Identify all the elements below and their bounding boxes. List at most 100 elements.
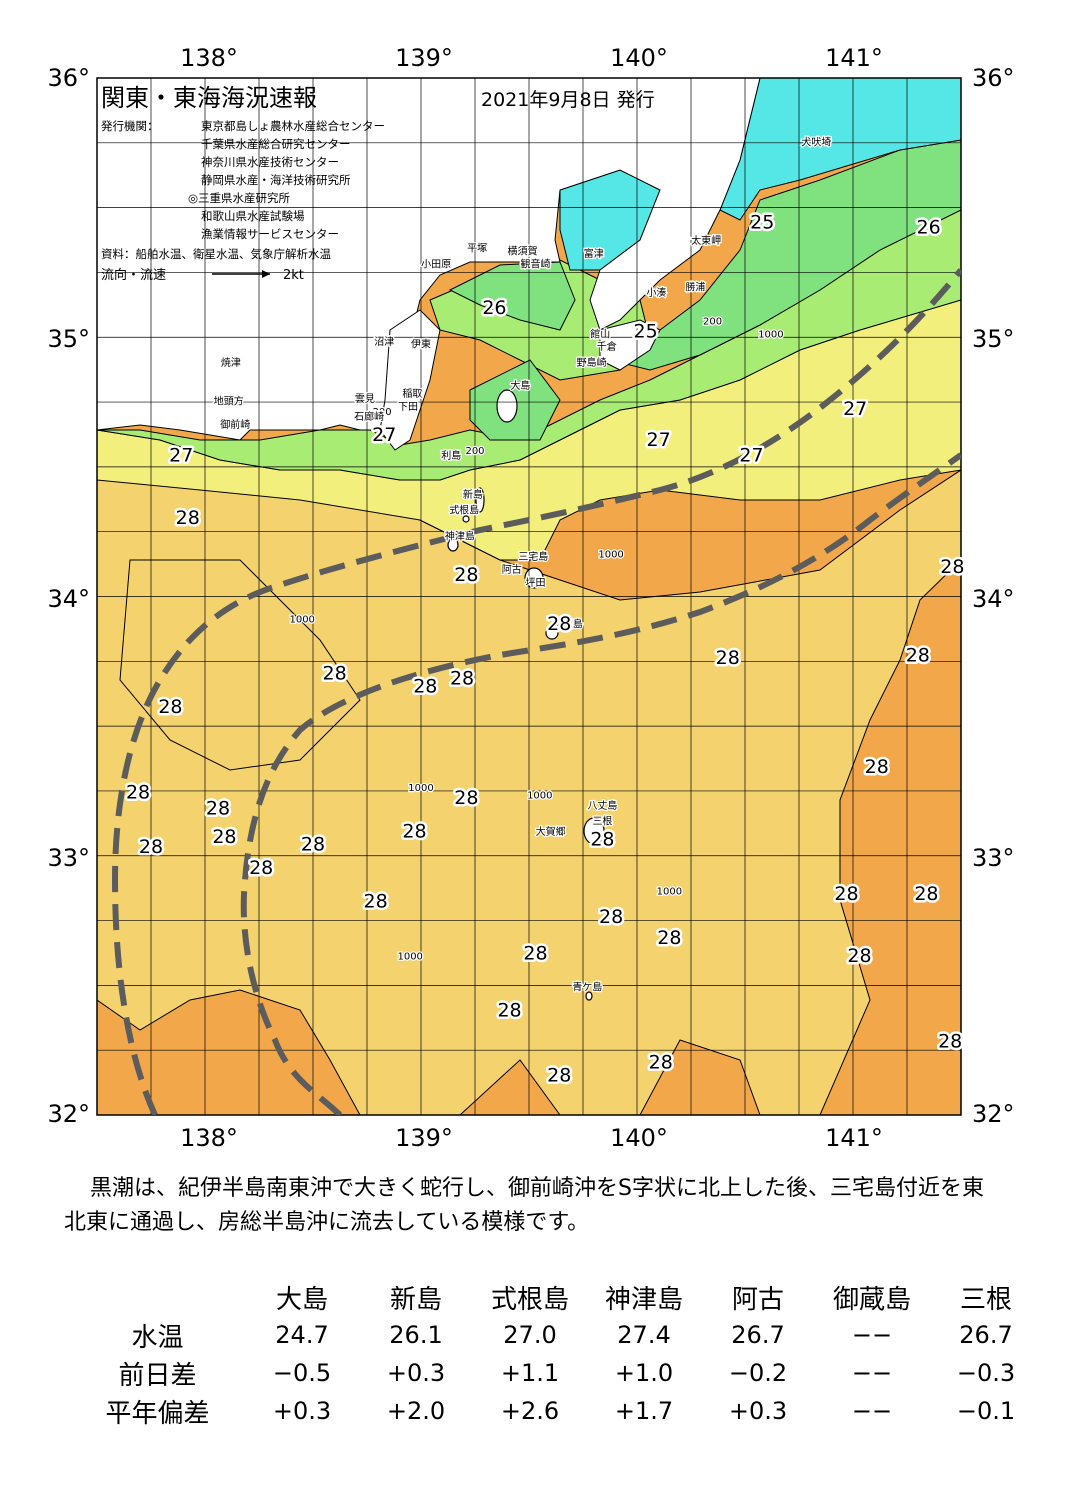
table-cell: −0.1 bbox=[956, 1397, 1016, 1425]
isotherm-label: 28 bbox=[323, 662, 347, 684]
row-header: 水温 bbox=[131, 1322, 184, 1353]
place-name: 八丈島 bbox=[587, 799, 617, 812]
island-shikinejima bbox=[462, 515, 470, 523]
table-cell: −0.3 bbox=[956, 1359, 1016, 1387]
isotherm-label: 28 bbox=[599, 906, 623, 928]
isotherm-label: 28 bbox=[450, 668, 474, 690]
table-cell: −− bbox=[851, 1321, 893, 1349]
lat-label-33-right: 33° bbox=[972, 844, 1015, 872]
isotherm-label: 28 bbox=[126, 782, 150, 804]
table-cell: +1.7 bbox=[614, 1397, 674, 1425]
issuer-list: 東京都島しょ農林水産総合センター 千葉県水産総合研究センター 神奈川県水産技術セ… bbox=[188, 119, 385, 241]
land-boso-peninsula bbox=[599, 319, 661, 371]
place-name: 雲見 bbox=[355, 393, 375, 405]
lat-label-36-right: 36° bbox=[972, 64, 1015, 92]
lat-labels-right: 36° 35° 34° 33° 32° bbox=[972, 64, 1015, 1128]
isotherm-label: 28 bbox=[413, 675, 437, 697]
station-header: 新島 bbox=[389, 1284, 442, 1315]
island-aogashima bbox=[585, 991, 593, 1001]
depth-contour-labels: 1000 1000 200 1000 1000 1000 1000 1000 200 200 bbox=[288, 315, 785, 964]
isotherm-label: 25 bbox=[634, 320, 658, 342]
place-name: 犬吠埼 bbox=[801, 135, 831, 148]
land-izu-peninsula bbox=[379, 309, 441, 451]
lat-label-34-right: 34° bbox=[972, 585, 1015, 613]
issuer-item: ◎三重県水産研究所 bbox=[188, 191, 291, 205]
table-row: 水温 24.7 26.1 27.0 27.4 26.7 −− 26.7 bbox=[70, 1316, 1043, 1354]
island-oshima bbox=[496, 389, 518, 423]
place-name: 三宅島 bbox=[518, 550, 548, 563]
place-name: 富津 bbox=[584, 247, 604, 260]
place-name: 御蔵島 bbox=[553, 618, 583, 631]
place-name: 下田 bbox=[398, 402, 418, 413]
table-cell: −0.5 bbox=[272, 1359, 332, 1387]
isotherm-label: 27 bbox=[739, 445, 763, 467]
depth-label: 1000 bbox=[657, 887, 682, 898]
kuroshio-inner-path bbox=[240, 452, 961, 1115]
place-name: 伊東 bbox=[411, 338, 431, 351]
station-header: 阿古 bbox=[731, 1284, 784, 1315]
lon-label-140-bottom: 140° bbox=[610, 1124, 668, 1152]
depth-label: 200 bbox=[373, 407, 392, 418]
place-name: 小湊 bbox=[646, 286, 666, 299]
place-name: 勝浦 bbox=[685, 281, 705, 294]
isotherm-label: 28 bbox=[847, 945, 871, 967]
isotherm-label: 28 bbox=[940, 556, 964, 578]
place-name: 小田原 bbox=[421, 258, 451, 270]
isotherm-label: 28 bbox=[523, 942, 547, 964]
table-cell: +0.3 bbox=[386, 1359, 446, 1387]
table-cell: 24.7 bbox=[275, 1321, 329, 1349]
lat-labels-left: 36° 35° 34° 33° 32° bbox=[47, 64, 90, 1128]
isotherm-label: 28 bbox=[454, 564, 478, 586]
station-header: 三根 bbox=[959, 1284, 1012, 1315]
lon-label-138-top: 138° bbox=[180, 44, 238, 72]
lon-label-139-bottom: 139° bbox=[395, 1124, 453, 1152]
lon-label-138-bottom: 138° bbox=[180, 1124, 238, 1152]
place-name: 館山 bbox=[590, 327, 610, 340]
isotherm-label: 25 bbox=[750, 211, 774, 233]
issue-date: 2021年9月8日 発行 bbox=[481, 89, 655, 111]
isotherm-label: 28 bbox=[865, 756, 889, 778]
island-niijima bbox=[475, 487, 485, 513]
place-name: 地頭方 bbox=[214, 395, 244, 408]
place-name: 横須賀 bbox=[508, 244, 538, 257]
depth-label: 200 bbox=[465, 446, 484, 457]
lat-label-36-left: 36° bbox=[47, 64, 90, 92]
zone-25 bbox=[448, 139, 961, 441]
isotherm-label: 28 bbox=[364, 891, 388, 913]
depth-label: 1000 bbox=[598, 550, 623, 561]
isotherm-label: 28 bbox=[158, 696, 182, 718]
place-name: 坪田 bbox=[525, 576, 545, 589]
row-header: 前日差 bbox=[118, 1360, 197, 1391]
place-name: 千倉 bbox=[597, 340, 617, 353]
depth-label: 1000 bbox=[408, 783, 433, 794]
observation-table: 大島 新島 式根島 神津島 阿古 御蔵島 三根 水温 24.7 26.1 27.… bbox=[70, 1278, 1043, 1430]
table-cell: 26.7 bbox=[959, 1321, 1013, 1349]
table-cell: −− bbox=[851, 1397, 893, 1425]
place-name: 稲取 bbox=[402, 388, 422, 400]
table-cell: +0.3 bbox=[272, 1397, 332, 1425]
table-cell: +1.0 bbox=[614, 1359, 674, 1387]
lat-label-35-right: 35° bbox=[972, 325, 1015, 353]
isotherm-label: 28 bbox=[547, 613, 571, 635]
kuroshio-outer-path bbox=[111, 268, 961, 1115]
lat-label-32-left: 32° bbox=[47, 1100, 90, 1128]
map-frame bbox=[96, 77, 962, 1116]
table-cell: −− bbox=[851, 1359, 893, 1387]
depth-label: 1000 bbox=[289, 614, 314, 625]
isotherm-label: 28 bbox=[212, 826, 236, 848]
table-cell: +1.1 bbox=[500, 1359, 560, 1387]
place-name: 焼津 bbox=[221, 357, 241, 369]
lon-label-141-bottom: 141° bbox=[825, 1124, 883, 1152]
issuer-item: 東京都島しょ農林水産総合センター bbox=[201, 119, 385, 133]
arrowhead-icon bbox=[262, 270, 270, 278]
lat-label-33-left: 33° bbox=[47, 844, 90, 872]
island-miyakejima bbox=[524, 567, 544, 589]
issuer-label: 発行機関： bbox=[101, 119, 159, 133]
table-header-row: 大島 新島 式根島 神津島 阿古 御蔵島 三根 bbox=[70, 1278, 1043, 1316]
isotherm-label: 28 bbox=[454, 787, 478, 809]
table-cell: 27.0 bbox=[503, 1321, 557, 1349]
place-name: 野島崎 bbox=[577, 356, 607, 369]
lon-label-139-top: 139° bbox=[395, 44, 453, 72]
isotherm-label: 28 bbox=[906, 644, 930, 666]
